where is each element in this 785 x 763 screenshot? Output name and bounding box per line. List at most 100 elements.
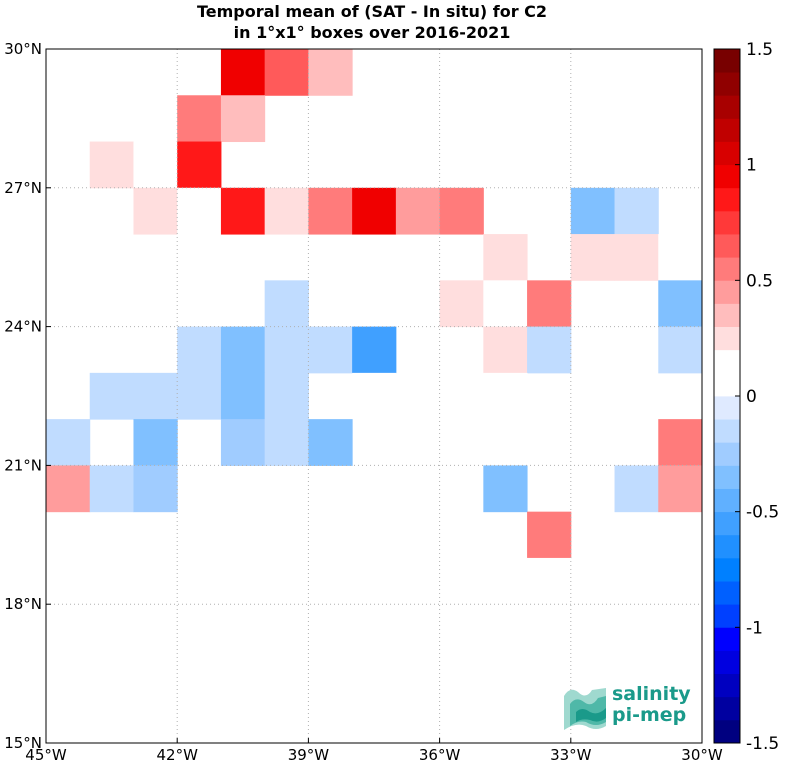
heatmap-cell <box>220 187 266 235</box>
heatmap-cell <box>352 187 397 235</box>
heatmap-cell <box>46 234 91 281</box>
heatmap-cell <box>264 49 309 96</box>
heatmap-cell <box>614 187 659 235</box>
heatmap-cell <box>308 326 353 374</box>
heatmap-cell <box>220 419 266 466</box>
colorbar-segment <box>714 534 740 559</box>
heatmap-cell <box>133 372 178 420</box>
colorbar-segment <box>714 581 740 605</box>
heatmap-cell <box>177 326 222 374</box>
heatmap-cell <box>614 234 659 281</box>
heatmap-cell <box>89 372 134 420</box>
heatmap-cell <box>352 372 397 420</box>
x-tick-label: 42°W <box>156 746 198 763</box>
colorbar-segment <box>714 511 740 536</box>
heatmap-cell <box>439 187 484 235</box>
heatmap-cell <box>658 280 703 328</box>
colorbar-segment <box>714 442 740 466</box>
heatmap-cell <box>352 326 397 374</box>
heatmap-cell <box>46 419 91 466</box>
heatmap-cell <box>220 49 266 96</box>
heatmap-cell <box>89 465 134 513</box>
colorbar-segment <box>714 349 740 374</box>
colorbar-segment <box>714 557 740 582</box>
heatmap-cell <box>177 95 222 143</box>
y-tick-label: 27°N <box>4 179 42 197</box>
heatmap-cell <box>658 419 703 466</box>
x-tick-label: 36°W <box>419 746 461 763</box>
colorbar-segment <box>714 673 740 698</box>
heatmap-cell <box>483 557 528 605</box>
heatmap-cell <box>264 280 309 328</box>
heatmap-cell <box>483 326 528 374</box>
colorbar-tick-label: -1.5 <box>746 734 779 754</box>
colorbar-segment <box>714 303 740 327</box>
heatmap-cell <box>658 557 703 605</box>
colorbar-segment <box>714 604 740 628</box>
heatmap-cell <box>177 372 222 420</box>
heatmap-cell <box>89 141 134 189</box>
colorbar-segment <box>714 141 740 166</box>
plot-frame <box>45 48 703 744</box>
heatmap-cell <box>483 280 528 328</box>
heatmap-cell <box>220 326 266 374</box>
heatmap-cell <box>570 234 616 281</box>
heatmap-cell <box>308 187 353 235</box>
colorbar <box>713 48 741 744</box>
heatmap-cells <box>46 49 703 605</box>
heatmap-cell <box>46 187 91 235</box>
colorbar-tick-label: -0.5 <box>746 503 779 523</box>
heatmap-cell <box>220 95 266 143</box>
colorbar-segment <box>714 719 740 744</box>
heatmap-cell <box>483 465 528 513</box>
colorbar-segment <box>714 72 740 96</box>
x-tick-label: 33°W <box>550 746 592 763</box>
heatmap-cell <box>439 280 484 328</box>
heatmap-cell <box>483 234 528 281</box>
colorbar-segment <box>714 326 740 351</box>
heatmap-cell <box>570 187 616 235</box>
heatmap-cell <box>133 419 178 466</box>
heatmap-cell <box>483 372 528 420</box>
heatmap-cell <box>395 280 441 328</box>
colorbar-segment <box>714 650 740 674</box>
salinity-pi-mep-logo: salinity pi-mep <box>564 683 691 730</box>
colorbar-segment <box>714 187 740 212</box>
colorbar-tick-label: 0.5 <box>746 271 773 291</box>
colorbar-segment <box>714 210 740 235</box>
heatmap-cell <box>46 372 91 420</box>
colorbar-segment <box>714 234 740 258</box>
colorbar-ticks: -1.5 -1 -0.5 0 0.5 1 1.5 <box>735 40 779 754</box>
y-tick-label: 15°N <box>4 734 42 752</box>
colorbar-segment <box>714 118 740 142</box>
grid-lines <box>46 49 702 743</box>
logo-text-salinity: salinity <box>612 683 691 705</box>
colorbar-tick-label: 1.5 <box>746 40 773 60</box>
heatmap-cell <box>308 49 353 96</box>
y-tick-label: 18°N <box>4 595 42 613</box>
heatmap-cell <box>527 511 572 559</box>
colorbar-segment <box>714 396 740 420</box>
colorbar-segment <box>714 280 740 304</box>
colorbar-segment <box>714 257 740 281</box>
colorbar-segment <box>714 95 740 119</box>
y-tick-label: 30°N <box>4 40 42 58</box>
heatmap-cell <box>133 465 178 513</box>
heatmap-cell <box>177 141 222 189</box>
y-tick-label: 24°N <box>4 318 42 336</box>
chart-title-line-1: Temporal mean of (SAT - In situ) for C2 <box>197 2 547 21</box>
heatmap-cell <box>308 419 353 466</box>
heatmap-cell <box>133 187 178 235</box>
x-tick-label: 45°W <box>25 746 67 763</box>
heatmap-cell <box>264 187 309 235</box>
logo-text-pi-mep: pi-mep <box>612 704 686 726</box>
heatmap-cell <box>395 187 441 235</box>
y-tick-label: 21°N <box>4 456 42 474</box>
heatmap-cell <box>614 465 659 513</box>
colorbar-segment <box>714 465 740 489</box>
heatmap-cell <box>264 419 309 466</box>
colorbar-tick-label: 0 <box>746 387 757 407</box>
colorbar-segment <box>714 627 740 651</box>
colorbar-tick-label: -1 <box>746 618 763 638</box>
